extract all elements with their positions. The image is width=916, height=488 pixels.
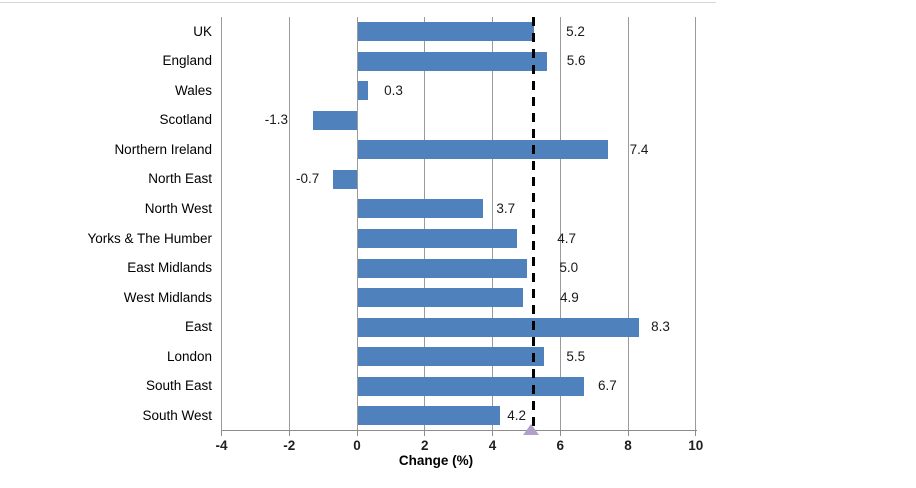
value-label: 8.3 xyxy=(651,319,670,335)
bar xyxy=(357,406,500,426)
x-tick-label: 10 xyxy=(688,438,704,453)
top-edge-line xyxy=(0,2,716,3)
gridline xyxy=(424,17,426,431)
gridline xyxy=(356,17,358,431)
gridline xyxy=(221,17,222,431)
value-label: 5.2 xyxy=(566,23,585,39)
value-label: 3.7 xyxy=(496,200,516,216)
x-axis-tick xyxy=(221,430,222,436)
value-label: -1.3 xyxy=(264,112,288,128)
category-label: East xyxy=(184,319,212,335)
x-tick-label: -4 xyxy=(215,438,228,453)
value-label: 4.7 xyxy=(557,230,576,246)
x-tick-label: 6 xyxy=(556,438,564,453)
x-tick-label: 8 xyxy=(624,438,632,453)
value-label: 5.5 xyxy=(566,348,586,364)
x-axis-tick xyxy=(492,430,493,436)
x-axis-title: Change (%) xyxy=(398,453,474,468)
value-label: -0.7 xyxy=(296,171,320,187)
x-tick-label: -2 xyxy=(283,438,296,453)
x-axis-tick xyxy=(288,430,290,436)
bar xyxy=(357,51,548,71)
bar xyxy=(333,169,357,189)
uk-reference-line xyxy=(531,17,535,428)
value-label: 0.3 xyxy=(384,82,403,98)
bar xyxy=(357,229,517,249)
bar xyxy=(357,376,585,396)
gridline xyxy=(627,17,629,431)
category-label: Scotland xyxy=(159,112,212,128)
x-tick-label: 0 xyxy=(353,438,361,453)
category-label: East Midlands xyxy=(127,260,212,276)
category-label: South West xyxy=(142,407,212,423)
category-label: London xyxy=(166,348,212,364)
x-axis-tick xyxy=(695,430,697,436)
bar xyxy=(357,288,524,308)
x-axis xyxy=(222,430,697,431)
category-label: South East xyxy=(145,378,212,394)
category-label: Northern Ireland xyxy=(114,141,212,157)
bar xyxy=(357,199,483,219)
gridline xyxy=(288,17,290,431)
x-tick-label: 2 xyxy=(420,438,429,453)
category-label: North West xyxy=(144,200,212,216)
category-label: West Midlands xyxy=(123,289,212,305)
gridline xyxy=(695,17,697,431)
bar xyxy=(357,258,527,278)
x-axis-tick xyxy=(356,430,358,436)
reference-marker-icon xyxy=(523,424,540,435)
category-label: UK xyxy=(193,23,212,39)
bar xyxy=(357,347,544,367)
x-tick-label: 4 xyxy=(488,438,497,453)
value-label: 6.7 xyxy=(597,378,617,394)
value-label: 4.9 xyxy=(559,289,579,305)
value-label: 4.2 xyxy=(507,407,527,423)
category-label: England xyxy=(162,53,212,69)
category-label: North East xyxy=(148,171,212,187)
gridline xyxy=(492,17,493,431)
bar xyxy=(312,110,357,130)
x-axis-tick xyxy=(627,430,629,436)
value-label: 7.4 xyxy=(629,141,649,157)
value-label: 5.0 xyxy=(559,260,579,276)
category-label: Yorks & The Humber xyxy=(87,230,212,246)
x-axis-tick xyxy=(559,430,561,436)
bar xyxy=(357,22,534,42)
gridline xyxy=(559,17,561,431)
value-label: 5.6 xyxy=(566,53,586,69)
bar xyxy=(357,317,639,337)
category-label: Wales xyxy=(174,82,212,98)
bar xyxy=(357,81,368,101)
x-axis-tick xyxy=(424,430,426,436)
bar xyxy=(357,140,609,160)
